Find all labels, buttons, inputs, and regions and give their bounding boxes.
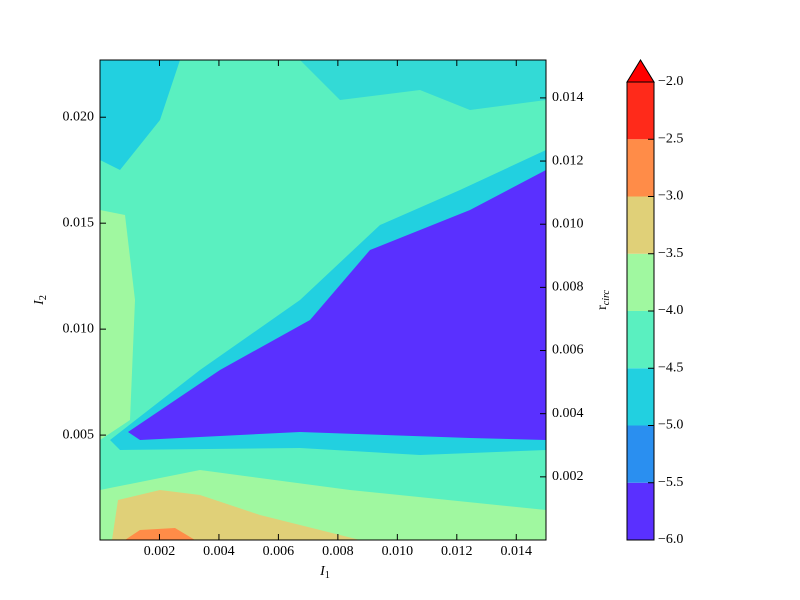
colorbar-band — [627, 253, 654, 311]
colorbar-tick-label: −3.5 — [658, 246, 683, 261]
x-tick-label: 0.012 — [441, 544, 473, 559]
y2-tick-label: 0.012 — [552, 153, 584, 168]
field-region — [300, 60, 546, 110]
y2-tick-label: 0.014 — [552, 90, 584, 105]
y-tick-label: 0.015 — [63, 215, 95, 230]
y2-tick-label: 0.004 — [552, 406, 584, 421]
colorbar-tick-label: −2.5 — [658, 131, 683, 146]
y-tick-label: 0.020 — [63, 109, 95, 124]
y2-axis-label: rcirc — [595, 290, 612, 310]
colorbar-tick-label: −3.0 — [658, 189, 683, 204]
colorbar-extend — [626, 59, 655, 83]
y-axis-label: I2 — [32, 295, 49, 306]
field-region — [128, 170, 546, 440]
colorbar-tick-label: −2.0 — [658, 74, 683, 89]
colorbar-tick-label: −5.5 — [658, 475, 683, 490]
x-axis-label: I1 — [319, 564, 330, 581]
colorbar-tick-label: −6.0 — [658, 532, 683, 547]
colorbar-tick-label: −4.5 — [658, 360, 683, 375]
colorbar-band — [627, 139, 654, 197]
axes-frame — [99, 59, 547, 541]
colorbar-tick-label: −5.0 — [658, 418, 683, 433]
colorbar-band — [627, 82, 654, 140]
x-tick-label: 0.010 — [382, 544, 414, 559]
field-region — [125, 528, 195, 540]
colorbar-band — [627, 482, 654, 540]
colorbar-band — [627, 368, 654, 426]
colorbar-tick-label: −4.0 — [658, 303, 683, 318]
y2-tick-label: 0.002 — [552, 469, 584, 484]
y2-tick-label: 0.006 — [552, 343, 584, 358]
x-tick-label: 0.014 — [501, 544, 533, 559]
colorbar-band — [627, 425, 654, 483]
x-tick-label: 0.004 — [203, 544, 235, 559]
field-region — [112, 490, 360, 540]
colorbar-band — [627, 311, 654, 369]
field-region — [100, 210, 135, 440]
y2-tick-label: 0.010 — [552, 216, 584, 231]
y-tick-label: 0.005 — [63, 427, 95, 442]
y2-tick-label: 0.008 — [552, 280, 584, 295]
x-tick-label: 0.002 — [144, 544, 176, 559]
colorbar-band — [627, 196, 654, 254]
contour-field — [100, 60, 546, 540]
x-tick-label: 0.006 — [263, 544, 295, 559]
field-region — [100, 60, 180, 170]
x-tick-label: 0.008 — [322, 544, 354, 559]
y-tick-label: 0.010 — [63, 321, 95, 336]
